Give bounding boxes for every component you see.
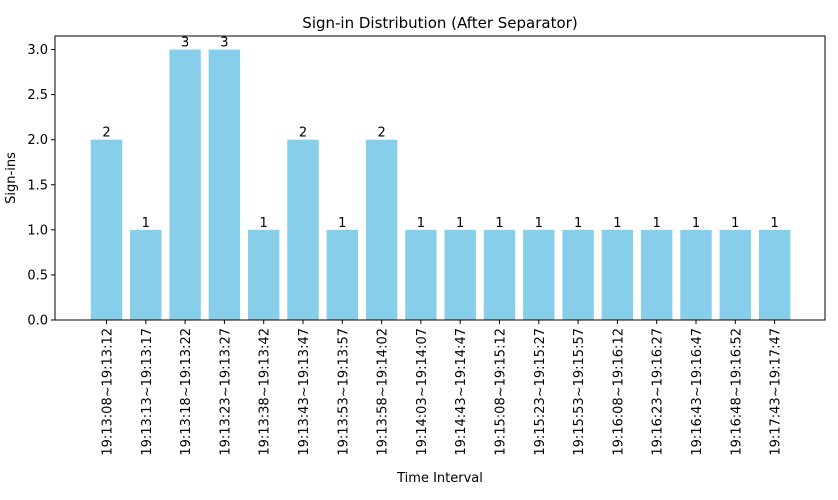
x-tick-label: 19:17:43~19:17:47 — [769, 328, 784, 456]
bar-value-label: 3 — [181, 36, 189, 51]
x-tick-label: 19:16:48~19:16:52 — [729, 328, 744, 456]
bar-value-label: 1 — [338, 216, 346, 231]
bar — [248, 229, 280, 320]
chart-title: Sign-in Distribution (After Separator) — [302, 14, 577, 32]
x-tick-label: 19:15:23~19:15:27 — [533, 328, 548, 456]
x-axis: 19:13:08~19:13:12 19:13:13~19:13:17 19:13:… — [101, 320, 784, 456]
x-axis-label: Time Interval — [396, 471, 483, 486]
y-tick-label: 2.0 — [27, 133, 48, 148]
x-tick-label: 19:16:43~19:16:47 — [690, 328, 705, 456]
x-tick-label: 19:13:18~19:13:22 — [179, 328, 194, 456]
bar — [169, 49, 201, 321]
bar — [326, 229, 358, 320]
bar-value-label: 1 — [574, 216, 582, 231]
bar-value-label: 1 — [731, 216, 739, 231]
x-tick-label: 19:13:58~19:14:02 — [376, 328, 391, 456]
bar — [365, 139, 398, 320]
bar — [601, 229, 634, 320]
x-tick-label: 19:15:53~19:15:57 — [572, 328, 587, 456]
x-tick-label: 19:14:43~19:14:47 — [454, 328, 469, 456]
bar — [208, 49, 241, 321]
y-tick-label: 0.5 — [27, 268, 48, 283]
bar — [641, 229, 673, 320]
bar — [90, 139, 123, 320]
bar — [719, 229, 751, 320]
bar — [758, 229, 791, 320]
bars-group — [90, 49, 791, 321]
bar-value-label: 1 — [495, 216, 503, 231]
x-tick-label: 19:16:08~19:16:12 — [611, 328, 626, 456]
plot-frame — [54, 35, 826, 321]
bar-value-label: 1 — [417, 216, 425, 231]
x-tick-label: 19:14:03~19:14:07 — [415, 328, 430, 456]
bar — [444, 229, 476, 320]
bar-value-label: 1 — [142, 216, 150, 231]
bar-value-label: 1 — [613, 216, 621, 231]
bar — [523, 229, 555, 320]
y-tick-label: 1.0 — [27, 223, 48, 238]
bar-value-label: 2 — [102, 126, 110, 141]
bar-value-label: 2 — [377, 126, 385, 141]
y-tick-label: 2.5 — [27, 88, 48, 103]
bar-value-label: 1 — [456, 216, 464, 231]
x-tick-label: 19:13:08~19:13:12 — [101, 328, 116, 456]
y-axis: 0.0 0.5 1.0 1.5 2.0 2.5 3.0 — [27, 43, 55, 329]
x-tick-label: 19:13:23~19:13:27 — [218, 328, 233, 456]
y-tick-label: 0.0 — [27, 314, 48, 329]
x-tick-label: 19:13:13~19:13:17 — [140, 328, 155, 456]
bar — [680, 229, 712, 320]
x-tick-label: 19:13:38~19:13:42 — [258, 328, 273, 456]
bar-value-label: 1 — [770, 216, 778, 231]
bar — [287, 139, 319, 320]
bar — [562, 229, 594, 320]
bar-labels-group: 2 1 3 3 1 2 1 2 1 1 1 1 1 1 1 1 1 1 — [102, 36, 778, 231]
bar — [130, 229, 162, 320]
bar-value-label: 1 — [692, 216, 700, 231]
y-tick-label: 1.5 — [27, 178, 48, 193]
bar — [483, 229, 516, 320]
y-axis-label: Sign-ins — [4, 152, 19, 204]
y-tick-label: 3.0 — [27, 43, 48, 58]
bar — [405, 229, 437, 320]
bar-value-label: 3 — [220, 36, 228, 51]
x-tick-label: 19:13:43~19:13:47 — [297, 328, 312, 456]
x-tick-label: 19:16:23~19:16:27 — [651, 328, 666, 456]
x-tick-label: 19:15:08~19:15:12 — [494, 328, 509, 456]
bar-value-label: 1 — [535, 216, 543, 231]
x-tick-label: 19:13:53~19:13:57 — [336, 328, 351, 456]
bar-value-label: 1 — [653, 216, 661, 231]
bar-value-label: 1 — [260, 216, 268, 231]
bar-value-label: 2 — [299, 126, 307, 141]
